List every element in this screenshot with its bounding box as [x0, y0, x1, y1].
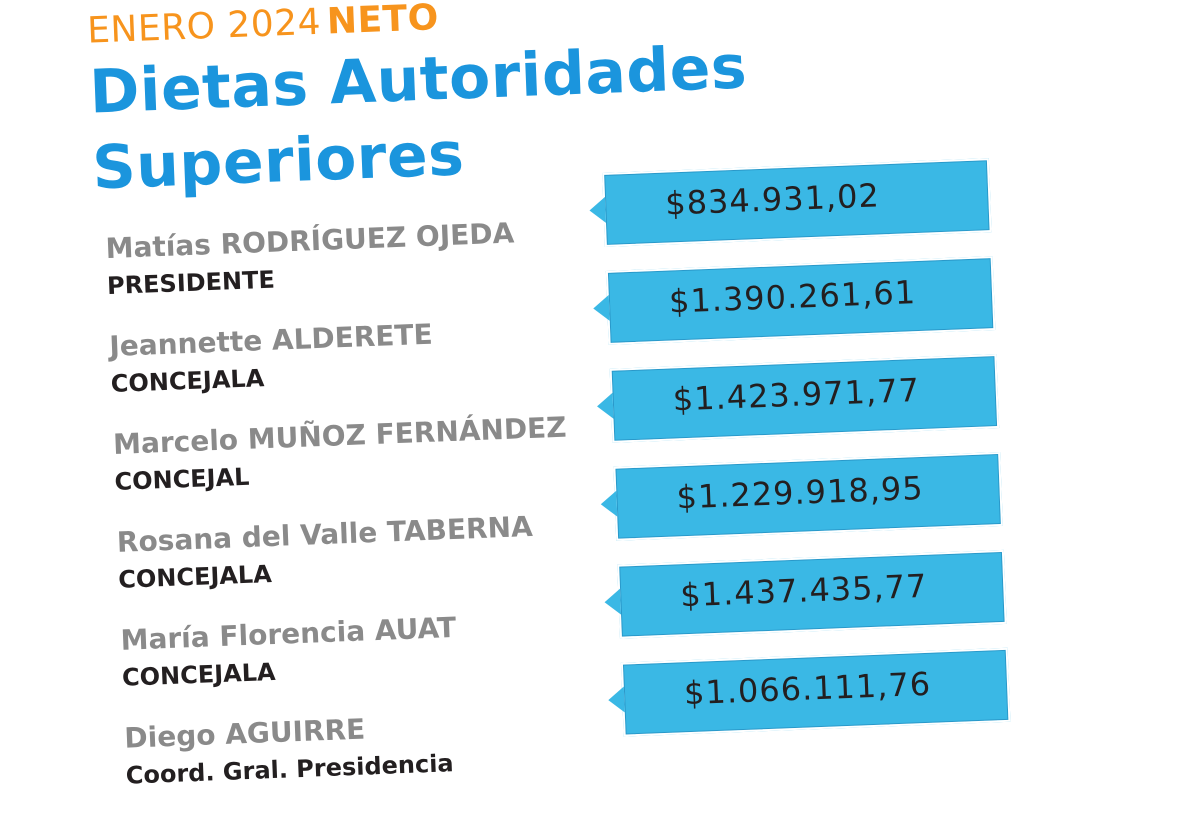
official-name: María Florencia AUAT	[120, 610, 457, 657]
official-name: Matías RODRÍGUEZ OJEDA	[104, 216, 515, 266]
amount-tag: $1.390.261,61	[605, 256, 996, 345]
salary-list: Matías RODRÍGUEZ OJEDA PRESIDENTE $834.9…	[9, 158, 1200, 813]
amount-value: $1.437.435,77	[679, 566, 929, 615]
official-role: CONCEJAL	[114, 462, 250, 496]
period-label: ENERO 2024	[86, 1, 322, 52]
official-name: Diego AGUIRRE	[123, 712, 366, 755]
amount-tag: $834.931,02	[602, 158, 992, 247]
official-role: PRESIDENTE	[106, 265, 276, 301]
official-name: Rosana del Valle TABERNA	[116, 509, 534, 559]
net-label: NETO	[326, 0, 440, 43]
official-name: Jeannette ALDERETE	[108, 317, 434, 364]
official-name: Marcelo MUÑOZ FERNÁNDEZ	[112, 410, 568, 461]
amount-value: $1.229.918,95	[675, 468, 925, 517]
official-role: CONCEJALA	[110, 364, 265, 399]
amount-value: $1.066.111,76	[683, 664, 932, 713]
amount-tag: $1.423.971,77	[609, 354, 1000, 443]
official-role: CONCEJALA	[121, 657, 277, 692]
official-role: Coord. Gral. Presidencia	[125, 749, 455, 790]
official-role: CONCEJALA	[117, 560, 273, 594]
amount-tag: $1.229.918,95	[613, 451, 1003, 541]
amount-value: $834.931,02	[664, 176, 881, 223]
amount-value: $1.423.971,77	[672, 370, 921, 419]
amount-tag: $1.066.111,76	[620, 647, 1011, 737]
amount-value: $1.390.261,61	[668, 273, 917, 321]
amount-tag: $1.437.435,77	[617, 549, 1007, 639]
